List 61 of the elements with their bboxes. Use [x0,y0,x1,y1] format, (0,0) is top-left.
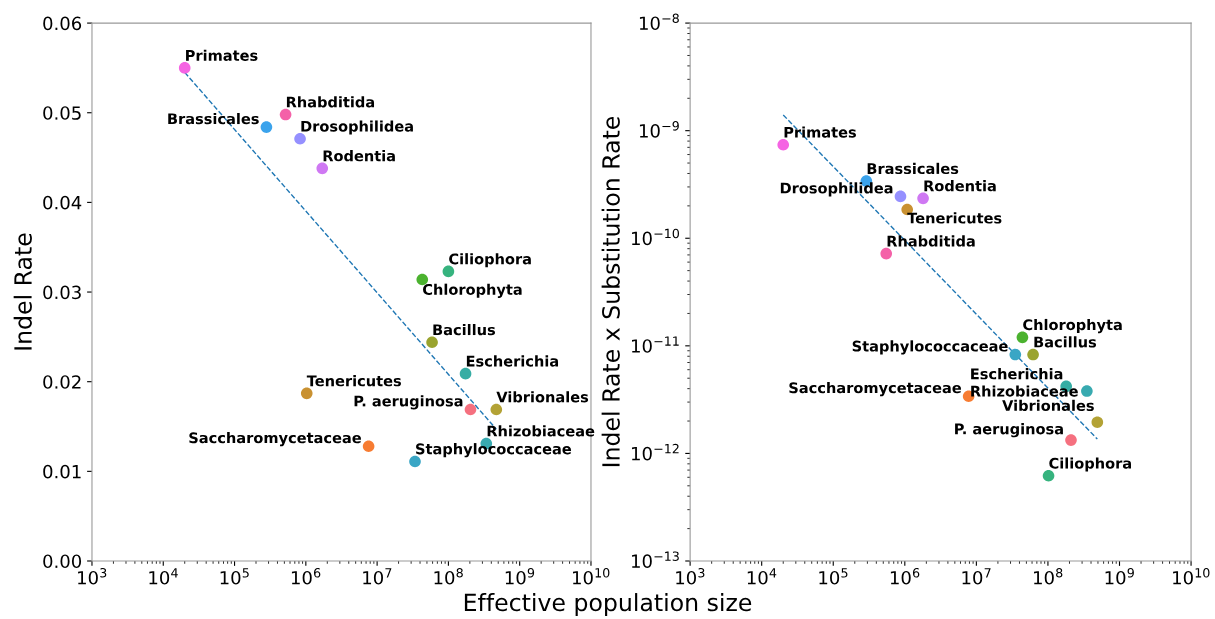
y-tick-label: 0.02 [43,375,81,389]
series-label: Escherichia [971,368,1063,380]
y-axis-title: Indel Rate x Substitution Rate [601,116,620,467]
y-tick-label: 10$^{−13}$ [632,551,679,568]
series-label: Saccharomycetaceae [789,382,961,397]
series-label: Vibrionales [1002,399,1094,412]
y-tick-label: 10$^{−9}$ [639,121,679,138]
series-label: Chlorophyta [1023,318,1122,334]
series-label: Brassicales [867,162,959,175]
series-label: P. aeruginosa [955,423,1063,438]
x-tick-label: 10$^{8}$ [1034,568,1063,585]
x-tick-label: 10$^{6}$ [291,568,321,585]
series-label: Drosophilidea [780,182,893,197]
series-label: Saccharomycetaceae [189,432,361,447]
series-label: P. aeruginosa [354,395,463,410]
y-tick-label: 10$^{−10}$ [632,228,679,246]
y-tick-label: 10$^{−8}$ [639,13,679,31]
x-axis-title: Effective population size [464,593,752,616]
series-label: Primates [784,126,856,138]
x-tick-label: 10$^{7}$ [363,568,392,585]
series-label: Rhabditida [887,235,975,247]
series-label: Vibrionales [496,391,589,403]
y-tick-label: 0.01 [43,464,81,479]
x-tick-label: 10$^{7}$ [962,568,991,585]
series-label: Bacillus [433,323,496,336]
series-label: Chlorophyta [423,283,522,298]
x-tick-label: 10$^{4}$ [149,568,178,585]
y-tick-label: 0.05 [43,106,81,120]
series-label: Rodentia [323,150,395,162]
x-tick-label: 10$^{3}$ [676,568,705,585]
x-tick-label: 10$^{3}$ [78,568,107,585]
series-label: Tenericutes [907,212,1002,224]
x-tick-label: 10$^{4}$ [747,568,777,585]
series-label: Ciliophora [1049,457,1131,472]
y-tick-label: 0.04 [43,195,82,210]
y-tick-label: 0.06 [43,16,82,31]
series-label: Staphylococcaceae [416,443,572,458]
y-tick-label: 0.00 [43,554,82,569]
series-label: Drosophilidea [301,120,413,135]
series-label: Staphylococcaceae [852,340,1008,355]
series-label: Bacillus [1034,336,1097,348]
series-label: Primates [186,49,258,61]
x-tick-label: 10$^{6}$ [890,568,920,585]
series-label: Brassicales [168,112,259,125]
series-label: Rodentia [924,180,996,192]
x-tick-label: 10$^{10}$ [1173,568,1210,585]
series-label: Escherichia [466,355,559,367]
x-tick-label: 10$^{5}$ [819,568,848,585]
x-tick-label: 10$^{9}$ [505,568,535,585]
x-tick-label: 10$^{10}$ [573,568,610,585]
x-tick-label: 10$^{9}$ [1105,568,1134,585]
x-tick-label: 10$^{5}$ [220,568,249,585]
series-label: Rhizobiaceae [487,425,595,437]
y-tick-label: 10$^{−11}$ [632,336,679,353]
y-tick-label: 10$^{−12}$ [632,443,679,461]
y-tick-label: 0.03 [43,285,81,300]
x-tick-label: 10$^{8}$ [434,568,463,585]
series-label: Rhabditida [286,96,375,108]
y-axis-title: Indel Rate [13,233,32,350]
series-label: Ciliophora [449,253,531,268]
series-label: Tenericutes [306,375,401,387]
